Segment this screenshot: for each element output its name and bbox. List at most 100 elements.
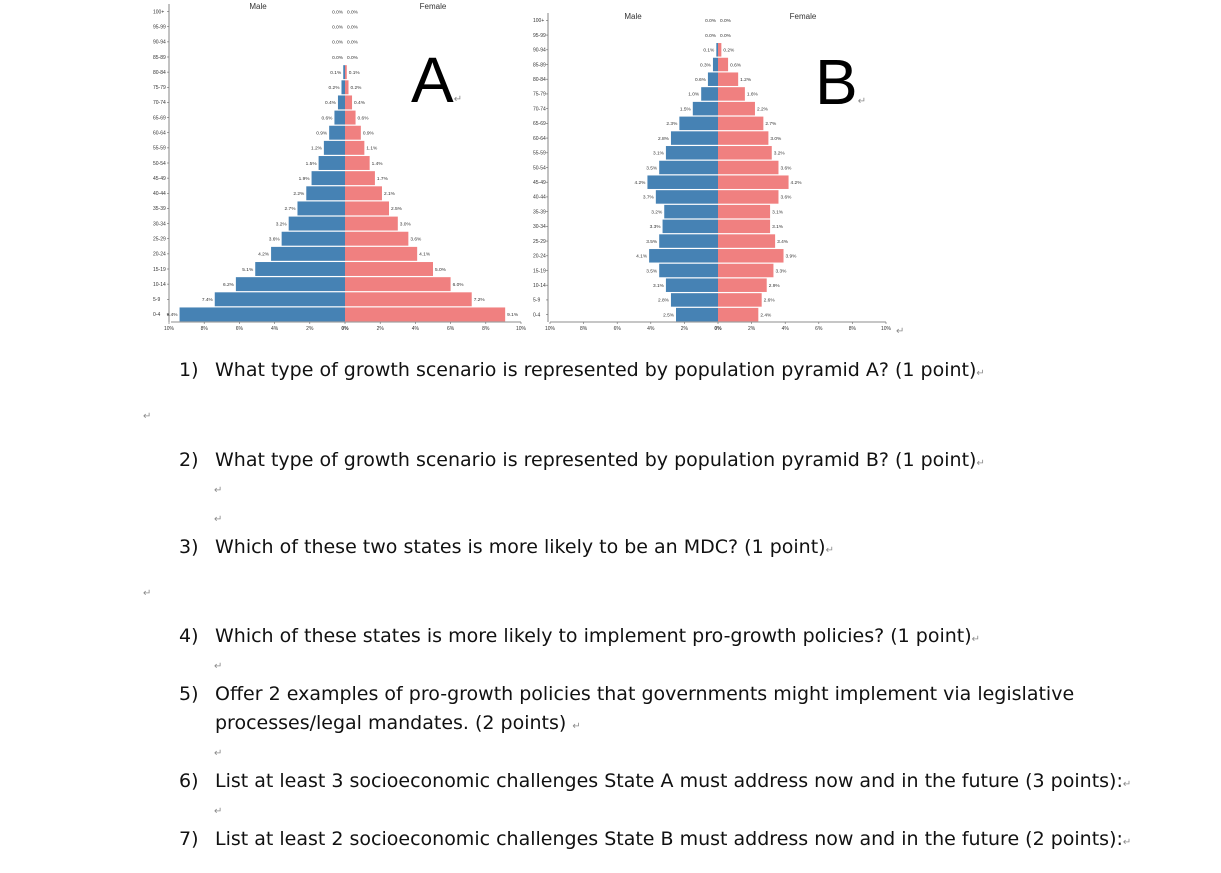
age-tick-label: 5-9: [533, 298, 540, 304]
female-bar: [718, 307, 759, 322]
paragraph-mark: ↵: [214, 485, 223, 496]
male-bar: [323, 140, 345, 155]
age-tick-label: 95-99: [153, 25, 166, 31]
question-text: Offer 2 examples of pro-growth policies …: [215, 683, 1075, 705]
age-tick-label: 40-44: [153, 191, 166, 197]
male-value-label: 0.0%: [705, 33, 717, 39]
age-tick-label: 0-4: [533, 312, 540, 318]
male-bar: [329, 125, 345, 140]
male-bar: [692, 101, 718, 116]
female-bar: [718, 43, 722, 57]
female-value-label: 3.6%: [780, 195, 792, 201]
age-tick-label: 85-89: [533, 62, 546, 68]
age-tick-label: 20-24: [533, 254, 546, 260]
male-value-label: 2.8%: [658, 136, 670, 142]
male-bar: [659, 263, 718, 278]
male-bar: [297, 201, 345, 216]
male-value-label: 0.0%: [332, 55, 344, 61]
male-value-label: 2.5%: [663, 312, 675, 318]
age-tick-label: 65-69: [153, 115, 166, 121]
male-bar: [343, 65, 345, 80]
age-tick-label: 50-54: [533, 165, 546, 171]
x-tick-label: 4%: [782, 326, 790, 332]
female-bar: [718, 57, 729, 72]
male-value-label: 7.4%: [202, 297, 214, 303]
male-bar: [670, 131, 718, 145]
female-value-label: 2.9%: [769, 283, 781, 289]
paragraph-mark: ↵: [971, 634, 981, 645]
male-value-label: 0.0%: [332, 40, 344, 46]
question-text: Which of these states is more likely to …: [215, 625, 972, 647]
female-value-label: 0.4%: [354, 100, 366, 106]
age-tick-label: 80-84: [153, 70, 166, 76]
female-label: Female: [420, 2, 447, 11]
male-bar: [701, 87, 718, 101]
male-value-label: 3.5%: [646, 165, 658, 171]
age-tick-label: 10-14: [153, 282, 166, 288]
age-tick-label: 100+: [153, 9, 164, 15]
age-tick-label: 90-94: [533, 48, 546, 54]
male-bar: [659, 160, 718, 175]
male-value-label: 1.5%: [306, 161, 318, 167]
female-value-label: 0.0%: [347, 40, 359, 46]
male-bar: [679, 116, 718, 131]
female-value-label: 3.0%: [770, 136, 782, 142]
male-value-label: 0.1%: [703, 48, 715, 54]
female-value-label: 9.1%: [507, 312, 519, 318]
x-tick-label: 6%: [236, 326, 244, 332]
male-value-label: 3.5%: [646, 239, 658, 245]
x-tick-label: 8%: [201, 326, 209, 332]
paragraph-mark: ↵: [214, 514, 223, 525]
female-value-label: 0.0%: [347, 9, 359, 15]
age-tick-label: 30-34: [533, 224, 546, 230]
male-value-label: 0.0%: [332, 25, 344, 31]
male-bar: [214, 292, 345, 307]
male-value-label: 3.1%: [653, 151, 665, 157]
x-tick-label: 6%: [447, 326, 455, 332]
male-label: Male: [249, 2, 267, 11]
female-bar: [345, 140, 365, 155]
x-tick-label: 10%: [881, 326, 892, 332]
female-bar: [718, 190, 779, 204]
male-value-label: 3.6%: [269, 237, 281, 243]
female-bar: [718, 87, 745, 101]
question-text-continued: processes/legal mandates. (2 points): [215, 712, 573, 734]
x-tick-label: 10%: [516, 326, 527, 332]
male-bar: [306, 186, 345, 201]
male-bar: [712, 57, 718, 72]
age-tick-label: 65-69: [533, 121, 546, 127]
male-value-label: 0.6%: [695, 77, 707, 83]
female-value-label: 0.1%: [349, 70, 361, 76]
male-value-label: 2.8%: [658, 298, 670, 304]
male-value-label: 3.2%: [651, 209, 663, 215]
male-value-label: 1.9%: [299, 176, 311, 182]
age-tick-label: 50-54: [153, 161, 166, 167]
question-text: List at least 2 socioeconomic challenges…: [215, 828, 1123, 850]
paragraph-mark: ↵: [214, 806, 223, 817]
male-bar: [271, 246, 345, 261]
paragraph-mark: ↵: [143, 588, 152, 599]
male-bar: [664, 204, 718, 219]
female-bar: [345, 262, 433, 276]
male-value-label: 3.5%: [646, 268, 658, 274]
male-bar: [235, 277, 345, 292]
male-bar: [649, 249, 718, 263]
male-value-label: 1.2%: [311, 146, 323, 152]
age-tick-label: 15-19: [153, 267, 166, 273]
female-value-label: 2.5%: [391, 206, 403, 212]
female-bar: [345, 307, 506, 322]
age-tick-label: 95-99: [533, 33, 546, 39]
female-value-label: 5.0%: [435, 267, 447, 273]
male-bar: [655, 190, 718, 204]
age-tick-label: 10-14: [533, 283, 546, 289]
paragraph-mark: ↵: [214, 661, 223, 672]
female-bar: [718, 101, 755, 116]
female-bar: [718, 175, 789, 189]
male-value-label: 1.5%: [680, 106, 692, 112]
female-value-label: 0.0%: [720, 18, 732, 24]
male-bar: [647, 175, 718, 189]
female-value-label: 3.3%: [775, 268, 787, 274]
age-tick-label: 80-84: [533, 77, 546, 83]
male-value-label: 3.1%: [653, 283, 665, 289]
female-bar: [718, 204, 771, 219]
